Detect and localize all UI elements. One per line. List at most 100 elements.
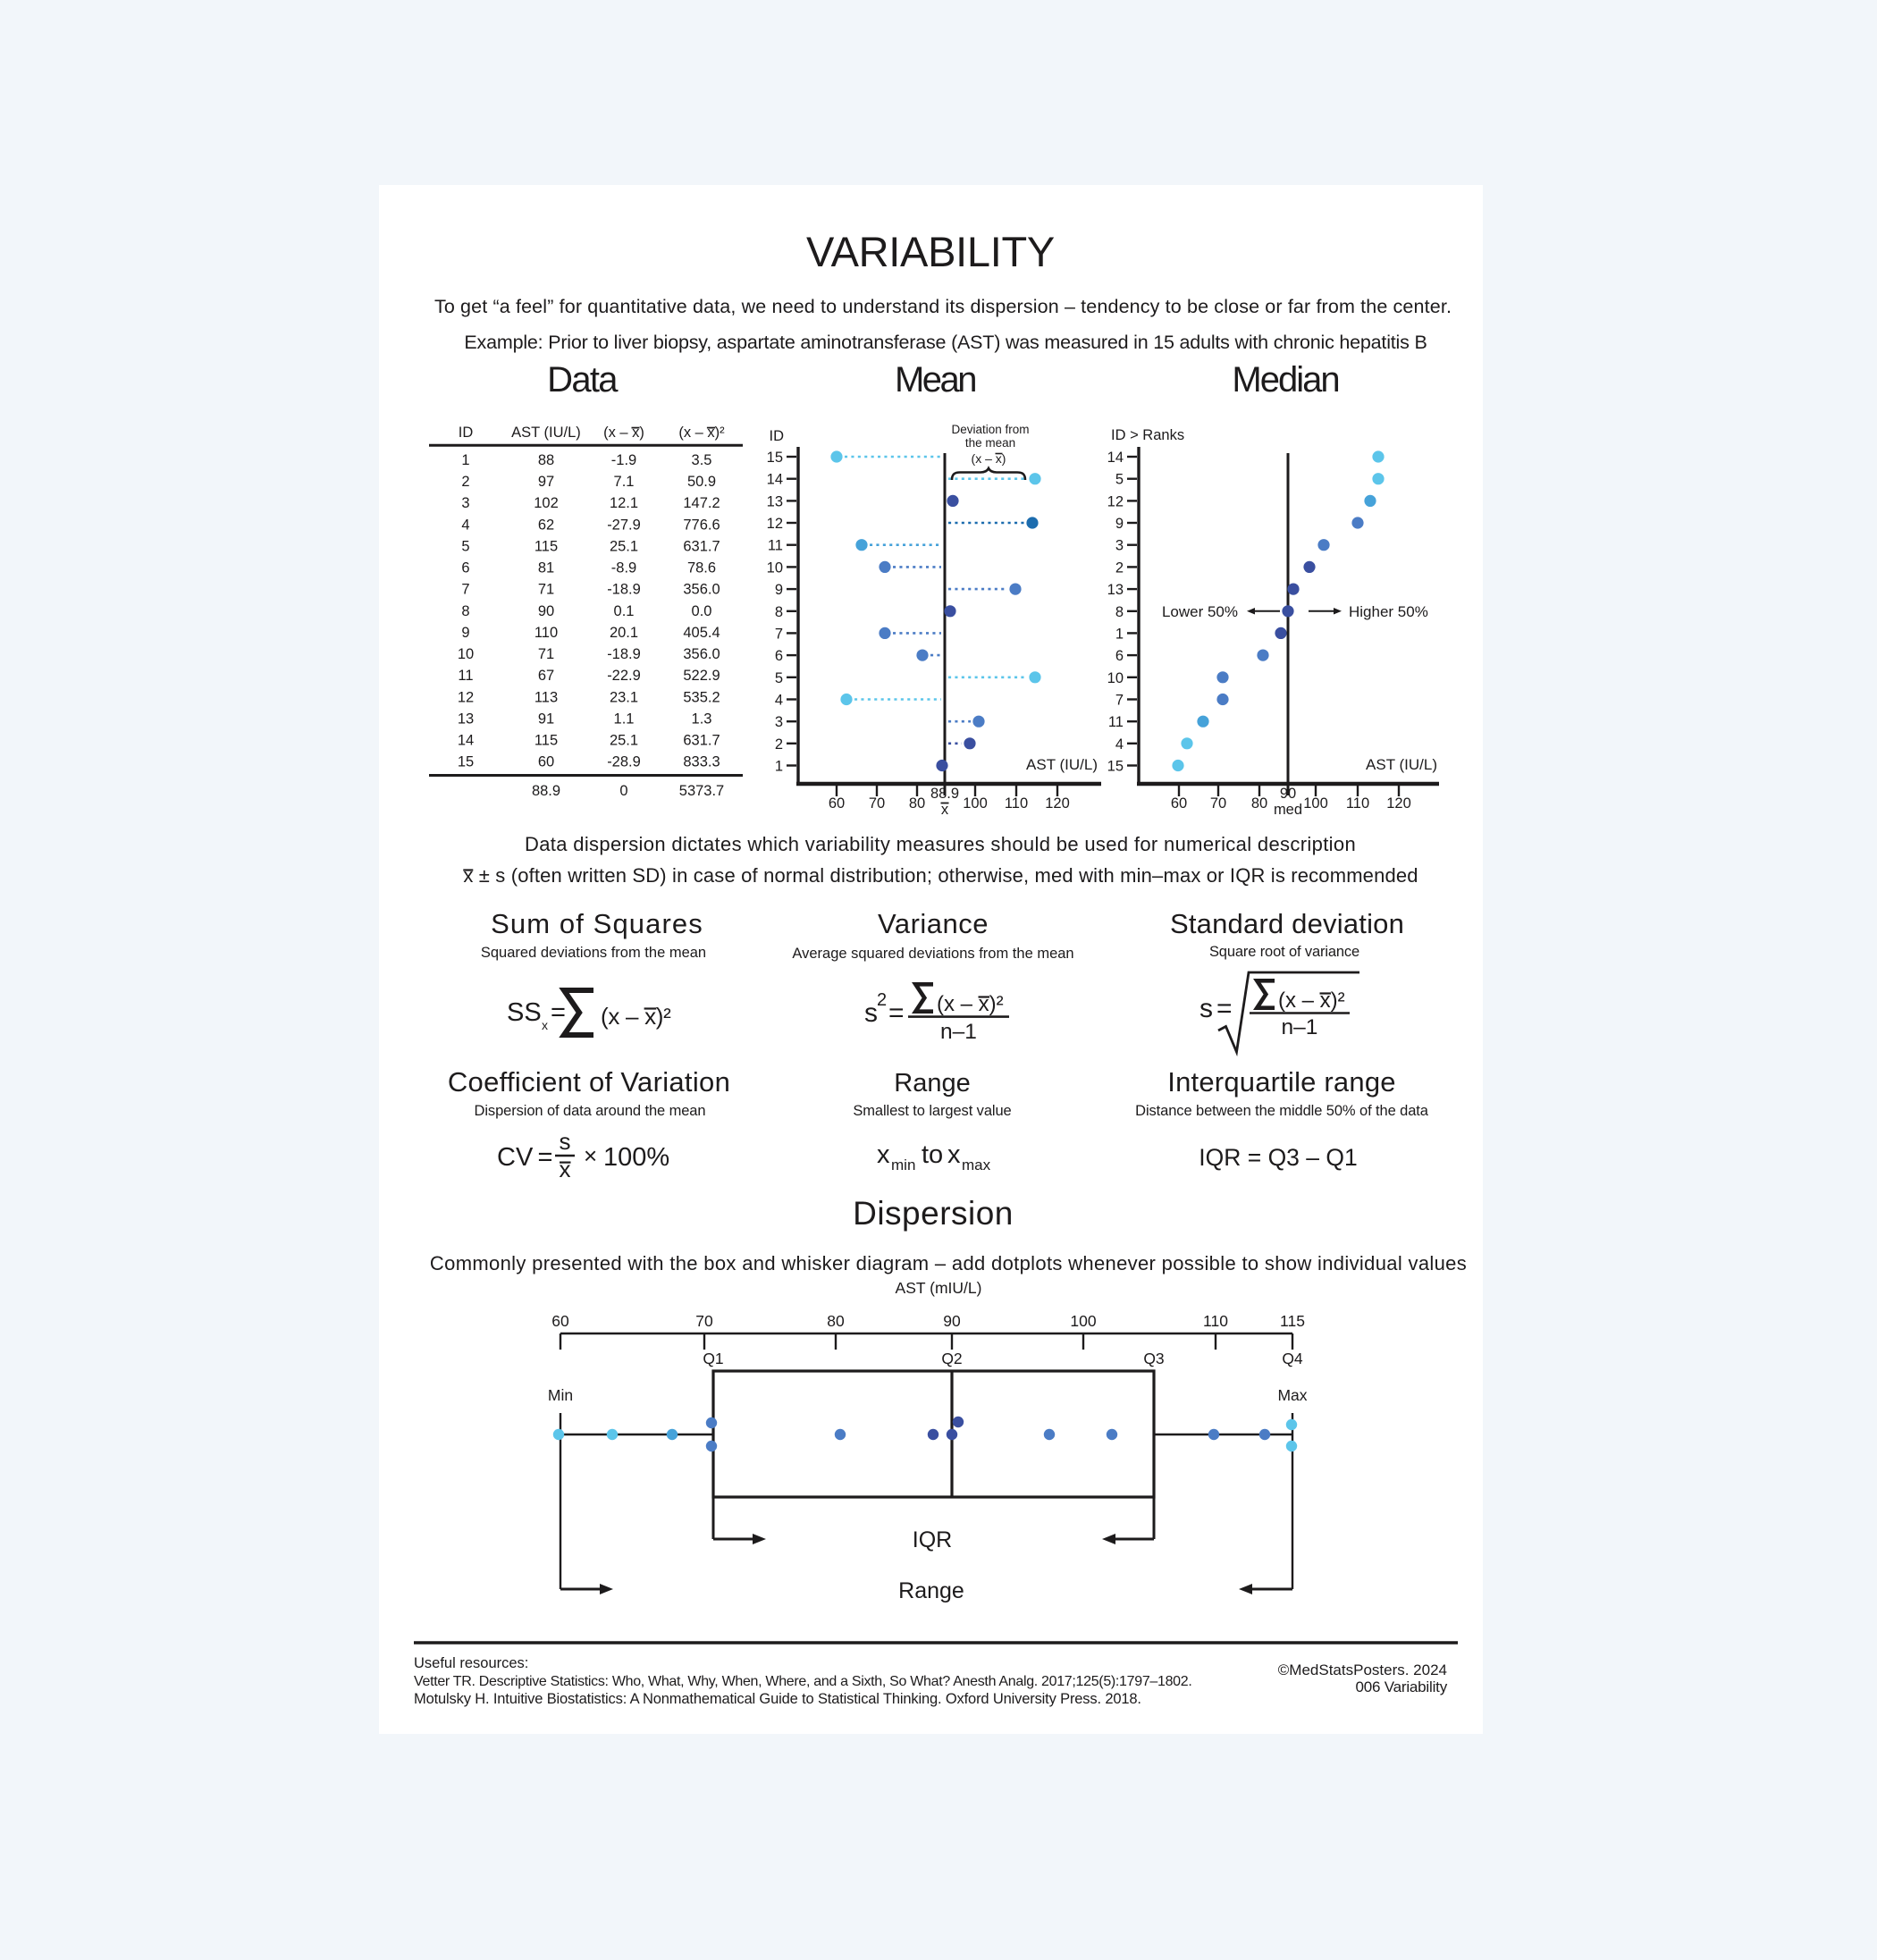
svg-text:70: 70: [869, 795, 885, 812]
svg-text:x: x: [947, 1140, 961, 1169]
svg-text:10: 10: [458, 646, 474, 662]
svg-text:97: 97: [538, 474, 554, 490]
svg-text:Max: Max: [1277, 1386, 1307, 1404]
svg-text:x ± s (often written SD) in ca: x ± s (often written SD) in case of norm…: [463, 864, 1418, 887]
svg-text:Range: Range: [894, 1069, 970, 1098]
svg-text:15: 15: [1107, 759, 1124, 775]
svg-text:=: =: [538, 1143, 553, 1172]
svg-text:Coefficient of Variation: Coefficient of Variation: [448, 1066, 730, 1098]
svg-text:med: med: [1274, 802, 1302, 818]
svg-text:71: 71: [538, 582, 554, 598]
svg-text:110: 110: [1005, 795, 1028, 812]
svg-text:14: 14: [767, 472, 783, 488]
svg-text:100%: 100%: [603, 1143, 669, 1172]
svg-text:=: =: [551, 998, 566, 1027]
svg-text:2: 2: [1115, 559, 1124, 576]
svg-text:356.0: 356.0: [683, 582, 720, 598]
svg-text:Example: Prior to liver biopsy: Example: Prior to liver biopsy, aspartat…: [464, 332, 1427, 353]
svg-text:CV: CV: [497, 1143, 534, 1172]
svg-text:115: 115: [534, 538, 558, 554]
svg-text:AST (IU/L): AST (IU/L): [1026, 756, 1098, 773]
svg-text:5: 5: [1115, 472, 1124, 488]
svg-text:100: 100: [1303, 795, 1328, 812]
svg-text:1: 1: [775, 759, 783, 775]
svg-text:Lower 50%: Lower 50%: [1162, 603, 1238, 620]
svg-text:102: 102: [534, 495, 559, 511]
svg-text:1: 1: [461, 452, 469, 468]
svg-text:115: 115: [1280, 1312, 1305, 1330]
svg-text:Dispersion of data around the: Dispersion of data around the mean: [475, 1103, 706, 1119]
svg-text:VARIABILITY: VARIABILITY: [806, 228, 1055, 275]
svg-text:Interquartile range: Interquartile range: [1167, 1066, 1395, 1098]
svg-text:4: 4: [1115, 736, 1124, 753]
svg-text:0.0: 0.0: [692, 603, 712, 619]
svg-text:8: 8: [1115, 604, 1124, 620]
svg-text:13: 13: [458, 711, 474, 728]
svg-text:Vetter TR. Descriptive Statist: Vetter TR. Descriptive Statistics: Who, …: [414, 1674, 1192, 1689]
svg-text:10: 10: [767, 559, 783, 576]
svg-text:14: 14: [1107, 450, 1124, 466]
svg-text:67: 67: [538, 668, 554, 684]
svg-text:90: 90: [943, 1312, 961, 1330]
svg-text:91: 91: [538, 711, 554, 728]
svg-text:(x – x): (x – x): [972, 451, 1006, 466]
svg-text:Min: Min: [548, 1386, 573, 1404]
svg-text:the mean: the mean: [965, 436, 1015, 450]
svg-text:60: 60: [829, 795, 845, 812]
svg-text:(x – x)²: (x – x)²: [678, 425, 725, 441]
svg-text:15: 15: [767, 450, 783, 466]
svg-text:-8.9: -8.9: [611, 560, 636, 576]
svg-text:Useful resources:: Useful resources:: [414, 1655, 528, 1671]
svg-text:23.1: 23.1: [610, 689, 638, 705]
svg-text:631.7: 631.7: [683, 733, 720, 749]
svg-text:©MedStatsPosters. 2024: ©MedStatsPosters. 2024: [1278, 1661, 1447, 1678]
svg-text:100: 100: [1070, 1312, 1096, 1330]
svg-text:x: x: [877, 1140, 890, 1169]
svg-text:ID: ID: [770, 428, 785, 444]
svg-text:13: 13: [1107, 582, 1124, 598]
svg-text:-27.9: -27.9: [607, 517, 641, 533]
svg-text:9: 9: [461, 625, 469, 641]
svg-text:9: 9: [1115, 516, 1124, 532]
svg-text:Motulsky H. Intuitive Biostati: Motulsky H. Intuitive Biostatistics: A N…: [414, 1691, 1141, 1707]
svg-text:120: 120: [1045, 795, 1070, 812]
svg-text:11: 11: [1108, 714, 1124, 730]
svg-text:Median: Median: [1232, 360, 1338, 400]
svg-text:14: 14: [458, 733, 474, 749]
svg-text:147.2: 147.2: [683, 495, 720, 511]
svg-text:To get “a feel” for quantitati: To get “a feel” for quantitative data, w…: [434, 296, 1452, 317]
svg-text:SS: SS: [507, 998, 542, 1027]
svg-text:4: 4: [775, 693, 783, 709]
svg-text:Data dispersion dictates which: Data dispersion dictates which variabili…: [525, 833, 1356, 855]
svg-text:11: 11: [458, 668, 473, 684]
svg-text:n–1: n–1: [940, 1020, 977, 1044]
svg-text:Commonly presented with the bo: Commonly presented with the box and whis…: [430, 1252, 1467, 1274]
svg-text:-28.9: -28.9: [607, 754, 641, 770]
svg-text:7: 7: [461, 582, 469, 598]
svg-text:3: 3: [775, 714, 783, 730]
svg-text:x: x: [941, 802, 949, 818]
svg-text:Range: Range: [898, 1578, 964, 1603]
svg-text:Squared deviations from the me: Squared deviations from the mean: [481, 945, 706, 961]
svg-text:71: 71: [538, 646, 554, 662]
svg-text:833.3: 833.3: [683, 754, 720, 770]
svg-text:Smallest to largest value: Smallest to largest value: [853, 1103, 1011, 1119]
svg-text:8: 8: [775, 604, 783, 620]
svg-text:70: 70: [695, 1312, 713, 1330]
svg-text:2: 2: [775, 736, 783, 753]
svg-text:90: 90: [538, 603, 554, 619]
svg-text:max: max: [962, 1157, 991, 1173]
svg-text:1.1: 1.1: [614, 711, 635, 728]
svg-text:113: 113: [534, 689, 558, 705]
svg-text:80: 80: [909, 795, 925, 812]
svg-text:405.4: 405.4: [683, 625, 720, 641]
svg-text:5: 5: [461, 538, 469, 554]
svg-text:60: 60: [551, 1312, 569, 1330]
svg-text:(x – x)²: (x – x)²: [937, 992, 1004, 1016]
svg-text:Mean: Mean: [895, 360, 975, 400]
svg-text:13: 13: [767, 493, 783, 509]
svg-text:88: 88: [538, 452, 554, 468]
svg-text:ID > Ranks: ID > Ranks: [1111, 427, 1184, 443]
svg-text:Standard deviation: Standard deviation: [1170, 908, 1404, 939]
svg-text:60: 60: [538, 754, 554, 770]
